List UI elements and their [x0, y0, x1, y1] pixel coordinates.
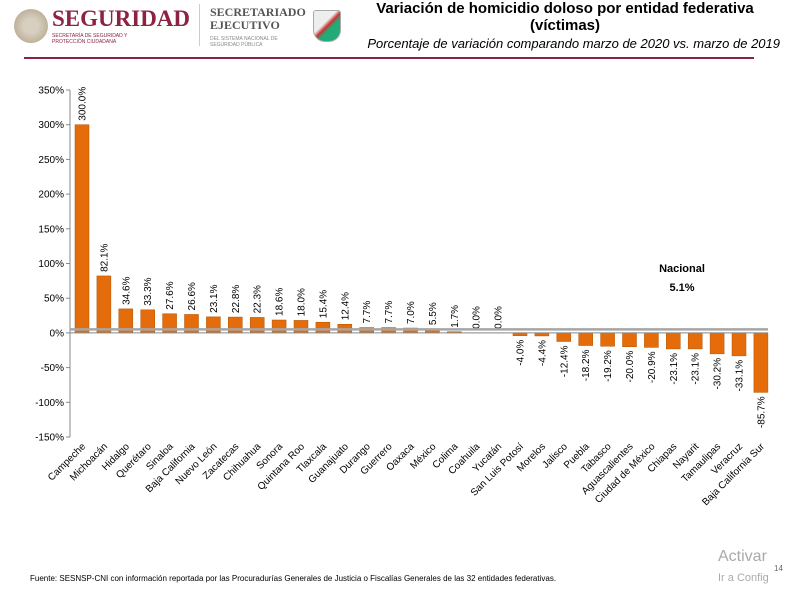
- data-label: -4.0%: [516, 340, 527, 366]
- data-label: 18.0%: [297, 288, 308, 316]
- data-label: 300.0%: [78, 87, 89, 121]
- bar: [578, 332, 593, 346]
- data-label: 0.0%: [472, 306, 483, 329]
- data-label: 33.3%: [143, 277, 154, 305]
- bar: [753, 332, 769, 393]
- shield-logo: [313, 10, 341, 42]
- bar: [687, 332, 703, 350]
- data-label: -30.2%: [713, 358, 724, 390]
- data-label: -23.1%: [669, 353, 680, 385]
- bar: [709, 332, 725, 355]
- data-label: 1.7%: [450, 305, 461, 328]
- data-label: 82.1%: [99, 243, 110, 271]
- data-label: 15.4%: [318, 290, 329, 318]
- data-label: -18.2%: [581, 349, 592, 381]
- bar: [644, 332, 659, 348]
- data-label: 34.6%: [121, 276, 132, 304]
- source-note: Fuente: SESNSP-CNI con información repor…: [30, 574, 557, 583]
- bar: [666, 332, 681, 350]
- bar: [600, 332, 615, 347]
- chart-title: Variación de homicidio doloso por entida…: [376, 0, 754, 34]
- data-label: -4.4%: [537, 340, 548, 366]
- seguridad-logo: SEGURIDAD: [52, 6, 191, 31]
- data-label: 23.1%: [209, 284, 220, 312]
- y-tick-label: 350%: [38, 86, 64, 97]
- data-label: 22.3%: [253, 285, 264, 313]
- y-tick-label: -100%: [35, 398, 64, 409]
- data-label: 7.7%: [384, 301, 395, 324]
- data-label: 26.6%: [187, 282, 198, 310]
- y-tick-label: 150%: [38, 224, 64, 235]
- data-label: 22.8%: [231, 285, 242, 313]
- data-label: 0.0%: [494, 306, 505, 329]
- bar: [96, 275, 112, 334]
- page-number: 14: [774, 564, 783, 573]
- y-tick-label: 300%: [38, 120, 64, 131]
- y-tick-label: 100%: [38, 259, 64, 270]
- divider: [199, 4, 200, 46]
- bar: [731, 332, 747, 357]
- data-label: 12.4%: [340, 292, 351, 320]
- y-tick-label: 0%: [50, 328, 65, 339]
- data-label: -23.1%: [691, 353, 702, 385]
- y-tick-label: -150%: [35, 433, 64, 444]
- activation-watermark: Activar: [718, 548, 767, 565]
- secretariado-logo-sub: DEL SISTEMA NACIONAL DE SEGURIDAD PÚBLIC…: [210, 36, 278, 48]
- nacional-value: 5.1%: [669, 282, 694, 294]
- y-tick-label: 250%: [38, 155, 64, 166]
- data-label: -12.4%: [559, 345, 570, 377]
- data-label: 18.6%: [275, 288, 286, 316]
- data-label: -19.2%: [603, 350, 614, 382]
- activation-watermark-sub: Ir a Config: [718, 572, 769, 584]
- header-rule: [24, 57, 754, 59]
- bar: [622, 332, 637, 348]
- y-tick-label: -50%: [41, 363, 64, 374]
- data-label: 7.0%: [406, 301, 417, 324]
- bar: [74, 124, 90, 334]
- seguridad-logo-sub: SECRETARÍA DE SEGURIDAD Y PROTECCIÓN CIU…: [52, 33, 128, 45]
- data-label: -20.9%: [647, 351, 658, 383]
- nacional-label: Nacional: [659, 263, 705, 275]
- data-label: 5.5%: [428, 302, 439, 325]
- header: SEGURIDAD SECRETARÍA DE SEGURIDAD Y PROT…: [0, 0, 786, 59]
- bar: [315, 321, 331, 334]
- coat-of-arms-logo: [14, 9, 48, 43]
- data-label: 27.6%: [165, 281, 176, 309]
- bar: [271, 319, 287, 334]
- data-label: 7.7%: [362, 301, 373, 324]
- secretariado-logo: SECRETARIADO EJECUTIVO: [210, 5, 306, 32]
- data-label: -20.0%: [625, 351, 636, 383]
- bar: [293, 320, 309, 334]
- bar: [556, 332, 572, 342]
- y-tick-label: 50%: [44, 294, 64, 305]
- data-label: -33.1%: [735, 360, 746, 392]
- y-tick-label: 200%: [38, 190, 64, 201]
- chart-subtitle: Porcentaje de variación comparando marzo…: [367, 36, 780, 51]
- data-label: -85.7%: [756, 396, 767, 428]
